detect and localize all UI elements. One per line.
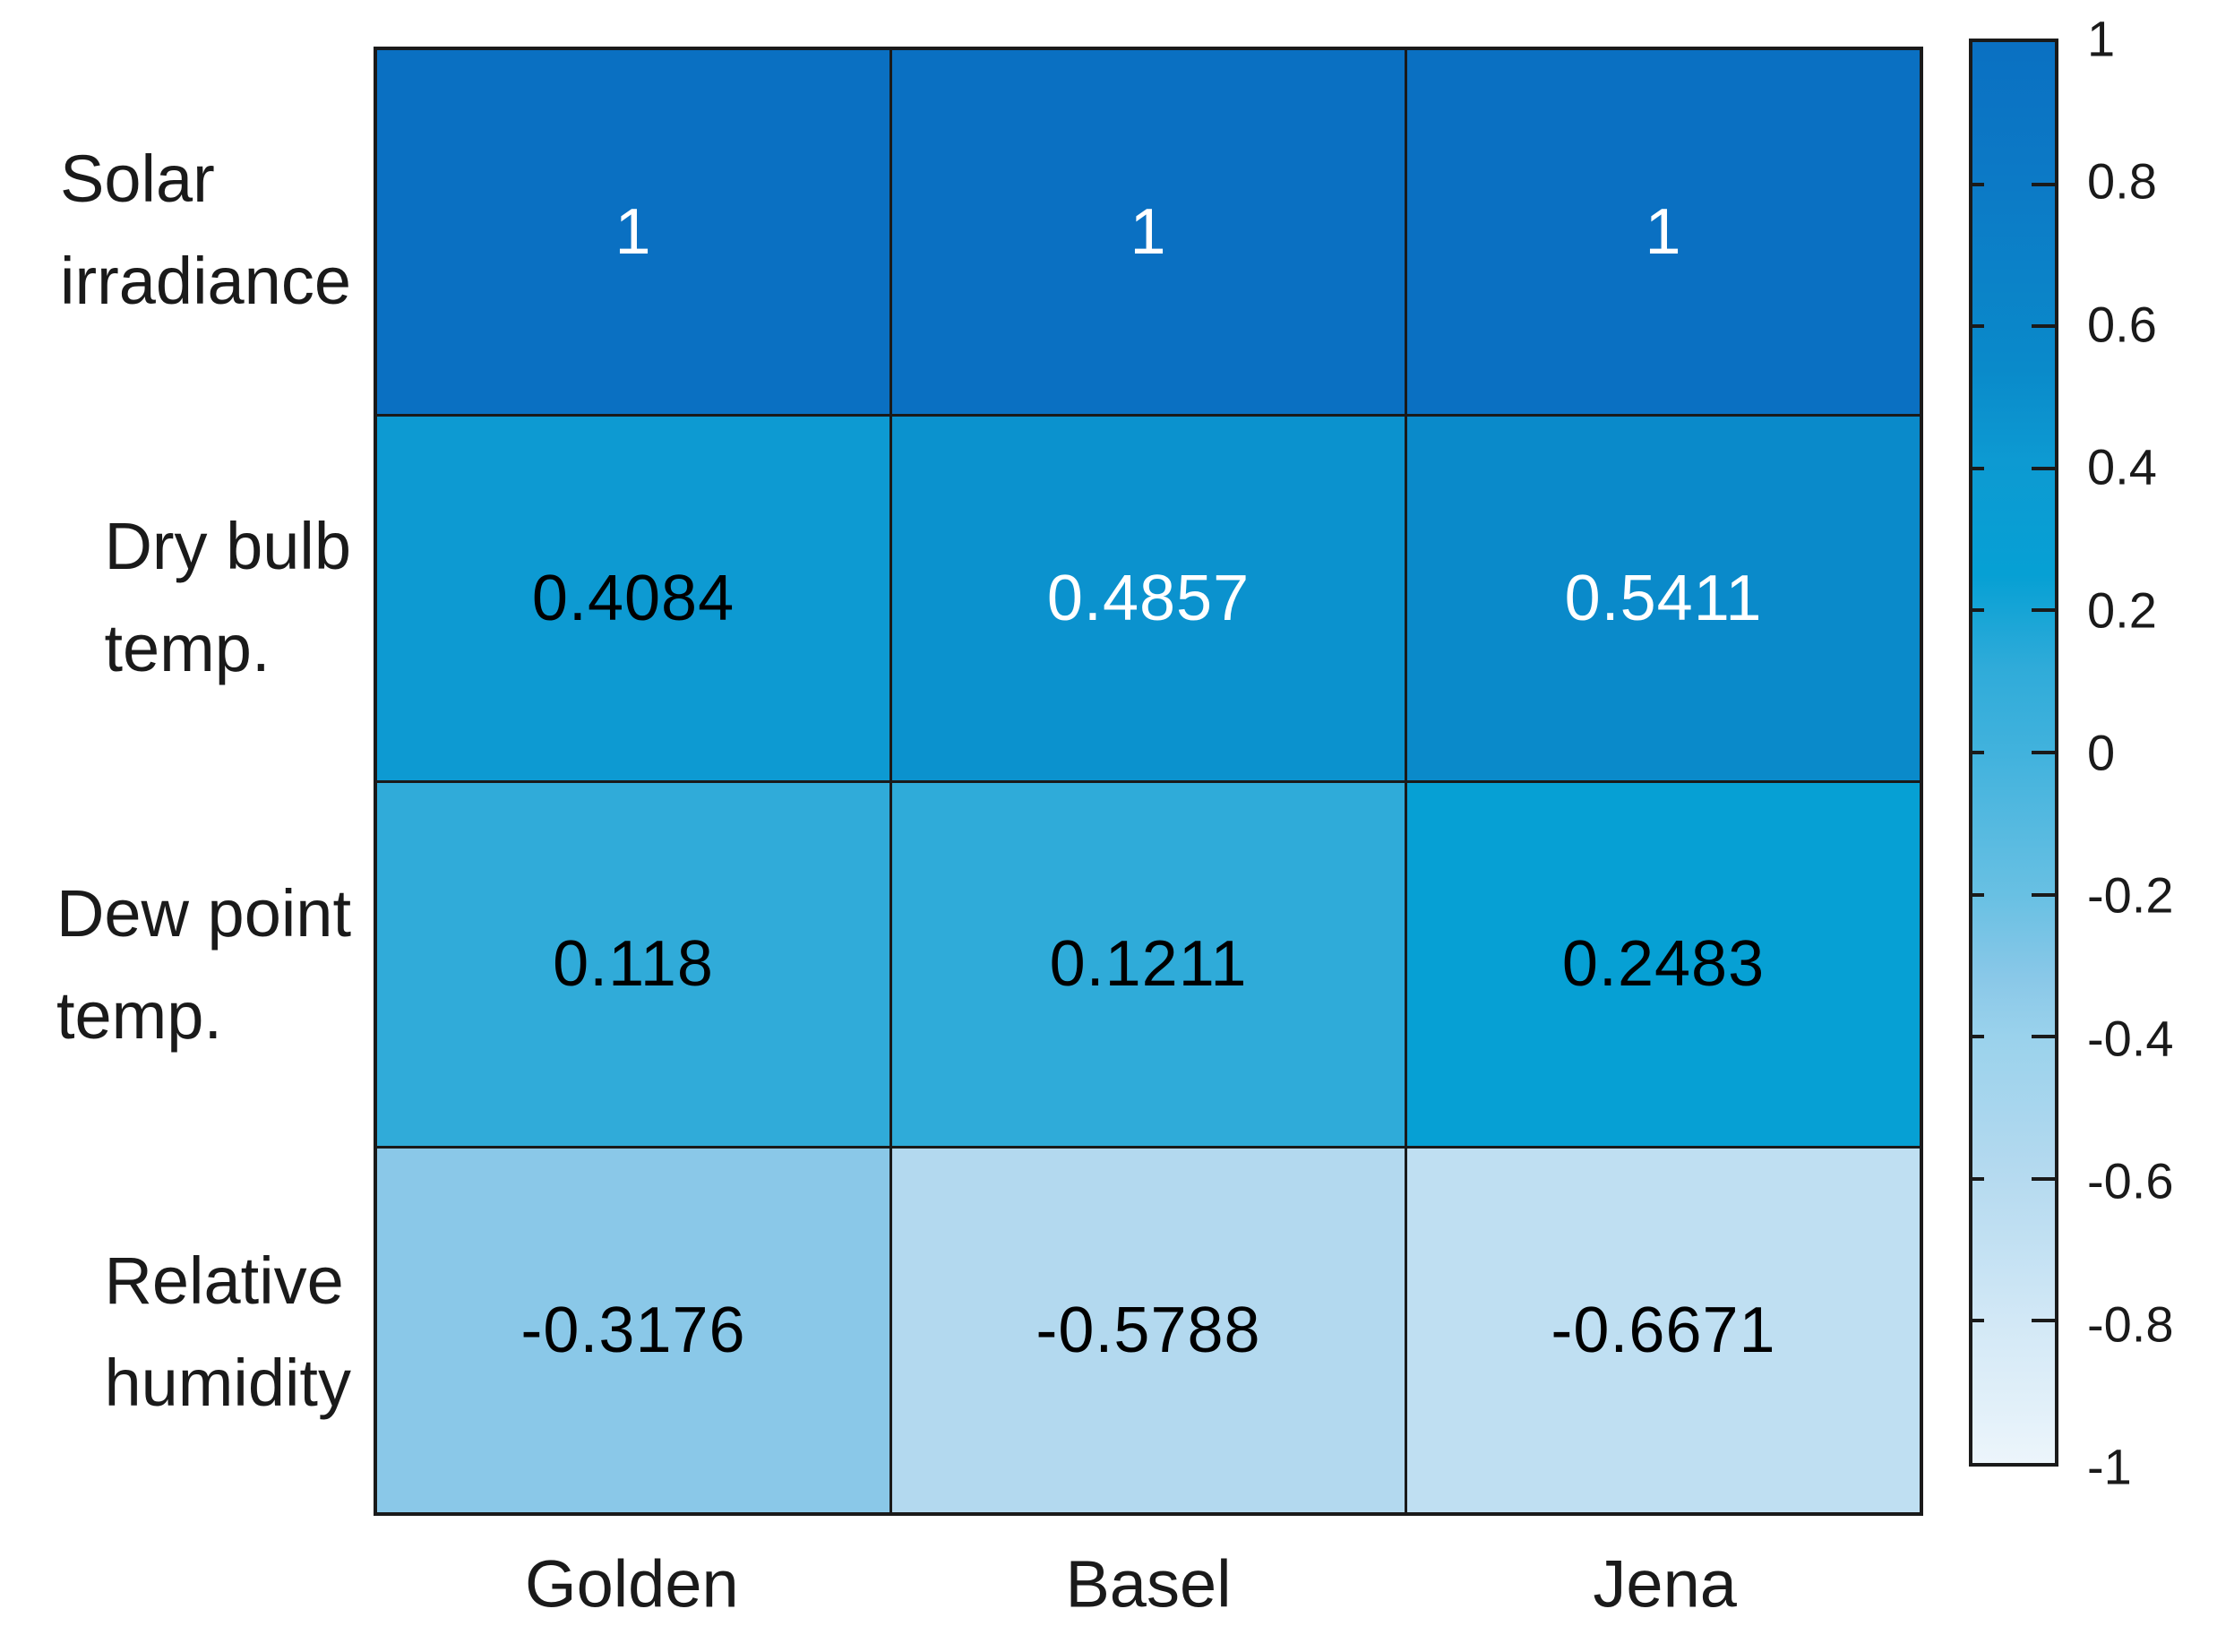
cell-value: 0.4084 <box>531 562 735 634</box>
colorbar-tick <box>2032 466 2055 470</box>
colorbar-tick-label: 0.6 <box>2087 296 2157 353</box>
heatmap-cell: 0.1211 <box>892 782 1405 1147</box>
colorbar-tick-label: 0 <box>2087 724 2116 781</box>
column-label: Golden <box>525 1546 739 1622</box>
colorbar-tick <box>1972 608 1984 613</box>
colorbar-tick-label: 1 <box>2087 10 2116 67</box>
colorbar-tick <box>2032 1176 2055 1181</box>
colorbar-tick-label: -0.4 <box>2087 1010 2174 1067</box>
colorbar-tick <box>2032 892 2055 897</box>
colorbar-tick-label: -0.2 <box>2087 866 2174 924</box>
row-label-text: Dew point temp. <box>56 876 351 1053</box>
cell-value: 1 <box>1645 195 1682 268</box>
cell-value: 0.4857 <box>1046 562 1250 634</box>
heatmap-cell: 0.118 <box>377 782 889 1147</box>
colorbar-tick <box>2032 1035 2055 1039</box>
colorbar-tick <box>1972 892 1984 897</box>
column-label: Jena <box>1593 1546 1737 1622</box>
colorbar-tick <box>2032 324 2055 329</box>
column-label: Basel <box>1065 1546 1232 1622</box>
colorbar-tick-label: 0.8 <box>2087 152 2157 210</box>
colorbar-tick <box>2032 182 2055 186</box>
row-label: Relative humidity <box>0 1230 351 1434</box>
colorbar-tick <box>1972 1035 1984 1039</box>
heatmap-cell: 0.2483 <box>1407 782 1920 1147</box>
colorbar-tick-label: -0.6 <box>2087 1152 2174 1209</box>
cell-value: 0.5411 <box>1564 562 1763 634</box>
colorbar-tick <box>2032 1319 2055 1323</box>
colorbar-tick <box>2032 751 2055 754</box>
cell-value: 1 <box>614 195 652 268</box>
heatmap-cell: 1 <box>377 50 889 414</box>
cell-value: -0.3176 <box>520 1295 746 1367</box>
heatmap-cell: 1 <box>1407 50 1920 414</box>
row-label-text: Dry bulb temp. <box>104 509 351 685</box>
cell-value: 0.118 <box>553 928 714 1001</box>
colorbar-tick <box>1972 1319 1984 1323</box>
row-label: Solar irradiance <box>0 128 351 332</box>
colorbar-tick <box>2032 608 2055 613</box>
heatmap-cell: -0.3176 <box>377 1149 889 1512</box>
colorbar-tick-label: -1 <box>2087 1438 2132 1495</box>
colorbar-tick-label: -0.8 <box>2087 1295 2174 1353</box>
colorbar-tick <box>1972 466 1984 470</box>
heatmap-cell: 0.4084 <box>377 416 889 780</box>
heatmap-cell: 0.4857 <box>892 416 1405 780</box>
row-label: Dew point temp. <box>0 863 351 1067</box>
cell-value: 0.1211 <box>1049 928 1248 1001</box>
heatmap-cell: 1 <box>892 50 1405 414</box>
colorbar-tick <box>1972 751 1984 754</box>
heatmap-cell: -0.5788 <box>892 1149 1405 1512</box>
colorbar-tick <box>1972 182 1984 186</box>
colorbar-tick <box>1972 1176 1984 1181</box>
cell-value: -0.5788 <box>1035 1295 1261 1367</box>
colorbar-tick-label: 0.4 <box>2087 438 2157 495</box>
heatmap-cell: -0.6671 <box>1407 1149 1920 1512</box>
heatmap-cell: 0.5411 <box>1407 416 1920 780</box>
row-label: Dry bulb temp. <box>0 495 351 700</box>
colorbar-tick <box>1972 324 1984 329</box>
row-label-text: Solar irradiance <box>60 142 351 318</box>
row-label-text: Relative humidity <box>104 1243 351 1420</box>
cell-value: 0.2483 <box>1561 928 1766 1001</box>
cell-value: 1 <box>1130 195 1167 268</box>
cell-value: -0.6671 <box>1551 1295 1776 1367</box>
colorbar-tick-label: 0.2 <box>2087 581 2157 639</box>
heatmap-grid: 1 1 1 0.4084 0.4857 0.5411 0.118 0.1211 0.2483 -0… <box>374 47 1923 1516</box>
colorbar <box>1969 39 2058 1467</box>
